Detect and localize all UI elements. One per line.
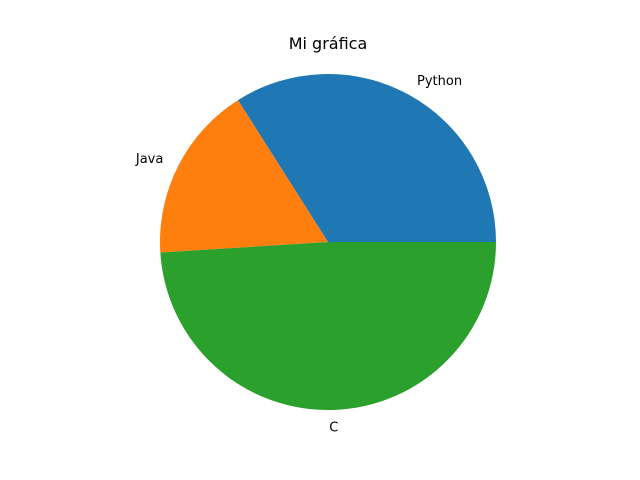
pie-slices (159, 73, 497, 411)
pie-slice-c (160, 242, 496, 411)
chart-title: Mi gráfica (289, 34, 368, 53)
pie-label-python: Python (417, 74, 462, 89)
pie-label-java: Java (135, 152, 163, 167)
pie-slice-python (237, 73, 497, 242)
pie-labels: Python Java C (135, 74, 462, 436)
pie-label-c: C (329, 421, 338, 436)
pie-slice-java (159, 100, 328, 253)
